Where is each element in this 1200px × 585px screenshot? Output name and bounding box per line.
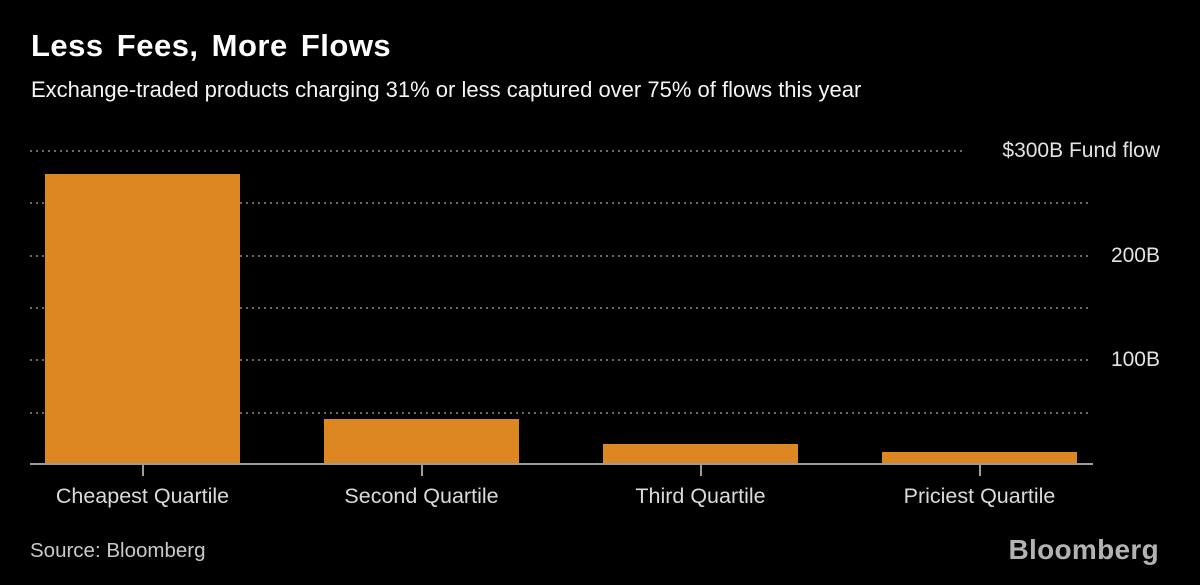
gridline-200 <box>30 254 1090 257</box>
chart-subtitle: Exchange-traded products charging 31% or… <box>31 77 862 102</box>
bar-third-quartile <box>603 444 798 465</box>
gridline-300 <box>30 150 965 152</box>
y-axis-label-300: $300B Fund flow <box>1002 139 1160 162</box>
gridline-150 <box>30 307 1090 309</box>
gridline-50 <box>30 411 1090 414</box>
category-label-cheapest-quartile: Cheapest Quartile <box>55 484 230 508</box>
source-text: Source: Bloomberg <box>30 539 206 562</box>
bloomberg-logo: Bloomberg <box>1008 534 1159 565</box>
gridline-250 <box>30 202 1090 205</box>
x-axis-line <box>30 463 1093 465</box>
category-label-third-quartile: Third Quartile <box>635 484 766 508</box>
y-axis-label-200: 200B <box>1110 243 1160 267</box>
category-label-priciest-quartile: Priciest Quartile <box>903 484 1056 508</box>
x-axis-tick <box>141 464 144 476</box>
bar-priciest-quartile <box>882 452 1077 465</box>
chart-title: Less Fees, More Flows <box>31 28 392 63</box>
gridline-100 <box>30 359 1090 362</box>
bar-second-quartile <box>324 418 519 465</box>
x-axis-tick <box>978 464 981 476</box>
y-axis-label-100: 100B <box>1110 348 1160 372</box>
category-label-second-quartile: Second Quartile <box>344 484 499 508</box>
x-axis-tick <box>420 464 423 476</box>
bar-cheapest-quartile <box>45 174 240 465</box>
x-axis-tick <box>699 464 702 476</box>
